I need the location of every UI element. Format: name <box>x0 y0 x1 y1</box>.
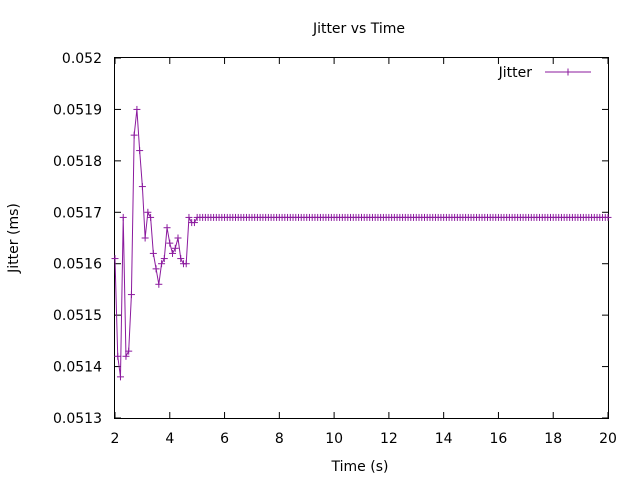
data-point <box>171 244 179 252</box>
x-tick-label: 8 <box>275 431 284 447</box>
data-point <box>111 255 119 263</box>
data-point <box>155 280 163 288</box>
data-point <box>190 219 198 227</box>
y-tick-label: 0.0517 <box>53 205 102 221</box>
legend-label-jitter: Jitter <box>498 65 533 81</box>
data-point <box>136 147 144 155</box>
data-point <box>130 131 138 139</box>
y-tick-label: 0.0514 <box>53 360 102 376</box>
data-point <box>147 213 155 221</box>
x-axis-label: Time (s) <box>331 459 389 475</box>
legend-marker-jitter <box>564 68 572 76</box>
x-tick-label: 14 <box>435 431 453 447</box>
legend-marker-cross <box>564 68 572 76</box>
x-tick-label: 10 <box>325 431 343 447</box>
y-tick-label: 0.0516 <box>53 257 102 273</box>
y-axis-label: Jitter (ms) <box>6 203 22 274</box>
y-tick-label: 0.0515 <box>53 308 102 324</box>
x-tick-label: 2 <box>111 431 120 447</box>
series-jitter <box>111 105 612 381</box>
data-point <box>149 249 157 257</box>
data-point <box>144 208 152 216</box>
plot-frame <box>114 57 609 419</box>
data-point <box>141 234 149 242</box>
y-tick-label: 0.0518 <box>53 154 102 170</box>
data-point <box>152 265 160 273</box>
y-tick-label: 0.0519 <box>53 102 102 118</box>
data-point <box>114 352 122 360</box>
x-tick-label: 4 <box>165 431 174 447</box>
data-point <box>138 183 146 191</box>
data-point <box>166 239 174 247</box>
data-point <box>133 105 141 113</box>
data-point <box>127 291 135 299</box>
data-point <box>182 260 190 268</box>
legend: Jitter <box>498 65 591 81</box>
x-tick-label: 6 <box>220 431 229 447</box>
y-tick-label: 0.0513 <box>53 411 102 427</box>
data-point <box>604 213 612 221</box>
data-point <box>160 255 168 263</box>
data-point <box>163 224 171 232</box>
data-point <box>116 373 124 381</box>
data-point <box>177 255 185 263</box>
data-point <box>119 213 127 221</box>
data-point <box>174 234 182 242</box>
data-point <box>125 347 133 355</box>
data-point <box>169 249 177 257</box>
data-point <box>158 260 166 268</box>
x-tick-label: 18 <box>544 431 562 447</box>
y-tick-label: 0.052 <box>62 51 102 67</box>
x-tick-label: 16 <box>490 431 508 447</box>
x-tick-label: 20 <box>599 431 617 447</box>
y-axis: 0.0513 0.0514 0.0515 0.0516 0.0517 0.0518 0.05… <box>53 51 608 427</box>
x-axis: 2 4 6 8 10 12 14 16 18 20 <box>111 58 617 447</box>
data-point <box>185 213 193 221</box>
series-line-jitter <box>114 109 608 377</box>
x-tick-label: 12 <box>380 431 398 447</box>
data-point <box>122 352 130 360</box>
chart-title: Jitter vs Time <box>312 21 405 37</box>
